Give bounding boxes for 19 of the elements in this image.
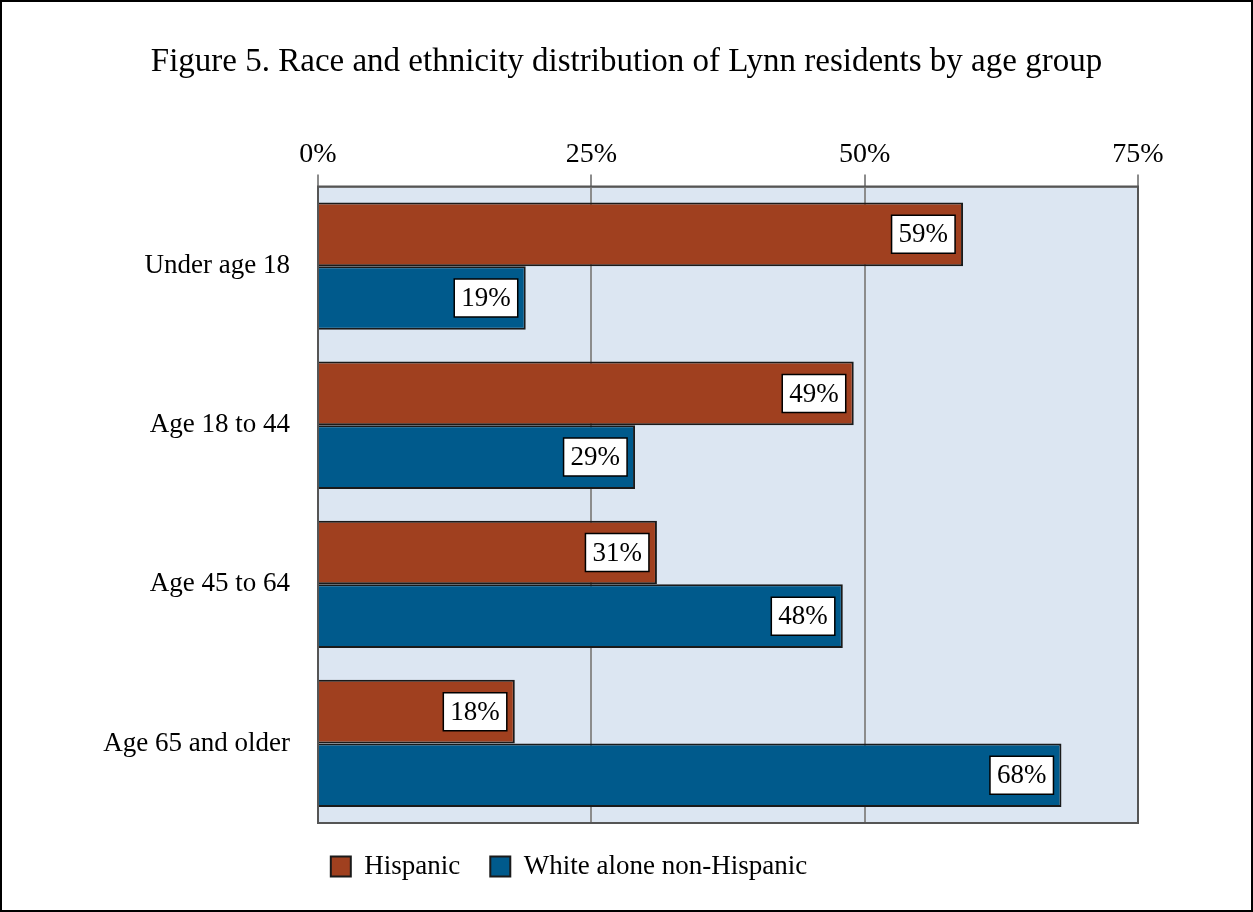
legend-label: White alone non-Hispanic	[523, 849, 808, 880]
data-label: 18%	[450, 695, 500, 726]
data-label: 19%	[461, 282, 511, 313]
data-label: 49%	[789, 377, 839, 408]
data-label: 31%	[592, 536, 642, 567]
y-tick-label: Under age 18	[144, 249, 290, 280]
legend-label: Hispanic	[364, 849, 461, 880]
x-tick-label: 50%	[839, 137, 891, 169]
x-tick-label: 75%	[1112, 137, 1164, 169]
x-tick-label: 0%	[299, 137, 337, 169]
y-tick-label: Age 45 to 64	[149, 567, 291, 598]
x-tick-label: 25%	[565, 137, 617, 169]
data-label: 59%	[898, 218, 949, 249]
data-label: 68%	[996, 759, 1047, 790]
data-label: 48%	[778, 600, 828, 631]
data-label: 29%	[570, 441, 621, 472]
y-tick-label: Age 18 to 44	[149, 408, 291, 439]
y-tick-label: Age 65 and older	[103, 726, 290, 757]
chart-title: Figure 5. Race and ethnicity distribution of Lynn residents by age group	[150, 41, 1103, 80]
